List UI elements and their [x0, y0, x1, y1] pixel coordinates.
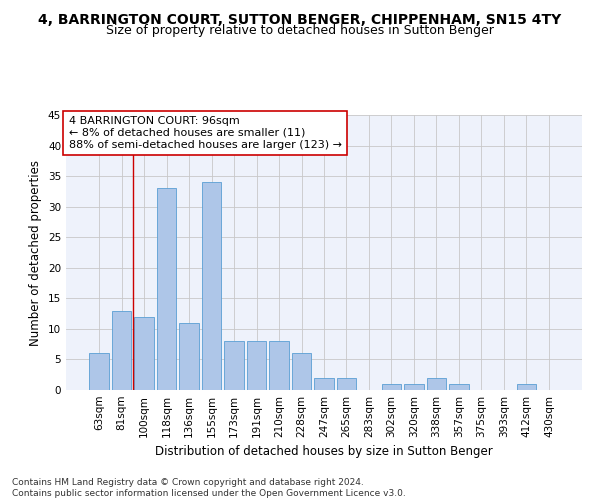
Bar [382, 384, 401, 390]
Text: 4 BARRINGTON COURT: 96sqm
← 8% of detached houses are smaller (11)
88% of semi-d: 4 BARRINGTON COURT: 96sqm ← 8% of detach… [68, 116, 341, 150]
Text: Contains HM Land Registry data © Crown copyright and database right 2024.
Contai: Contains HM Land Registry data © Crown c… [12, 478, 406, 498]
Bar [112, 310, 131, 390]
Bar [449, 384, 469, 390]
Bar [179, 323, 199, 390]
Bar [202, 182, 221, 390]
Bar [314, 378, 334, 390]
Bar [89, 354, 109, 390]
Bar [269, 341, 289, 390]
Y-axis label: Number of detached properties: Number of detached properties [29, 160, 43, 346]
Text: 4, BARRINGTON COURT, SUTTON BENGER, CHIPPENHAM, SN15 4TY: 4, BARRINGTON COURT, SUTTON BENGER, CHIP… [38, 12, 562, 26]
Bar [427, 378, 446, 390]
Bar [134, 316, 154, 390]
Bar [292, 354, 311, 390]
Bar [157, 188, 176, 390]
Bar [337, 378, 356, 390]
Text: Size of property relative to detached houses in Sutton Benger: Size of property relative to detached ho… [106, 24, 494, 37]
Bar [247, 341, 266, 390]
X-axis label: Distribution of detached houses by size in Sutton Benger: Distribution of detached houses by size … [155, 446, 493, 458]
Bar [224, 341, 244, 390]
Bar [517, 384, 536, 390]
Bar [404, 384, 424, 390]
